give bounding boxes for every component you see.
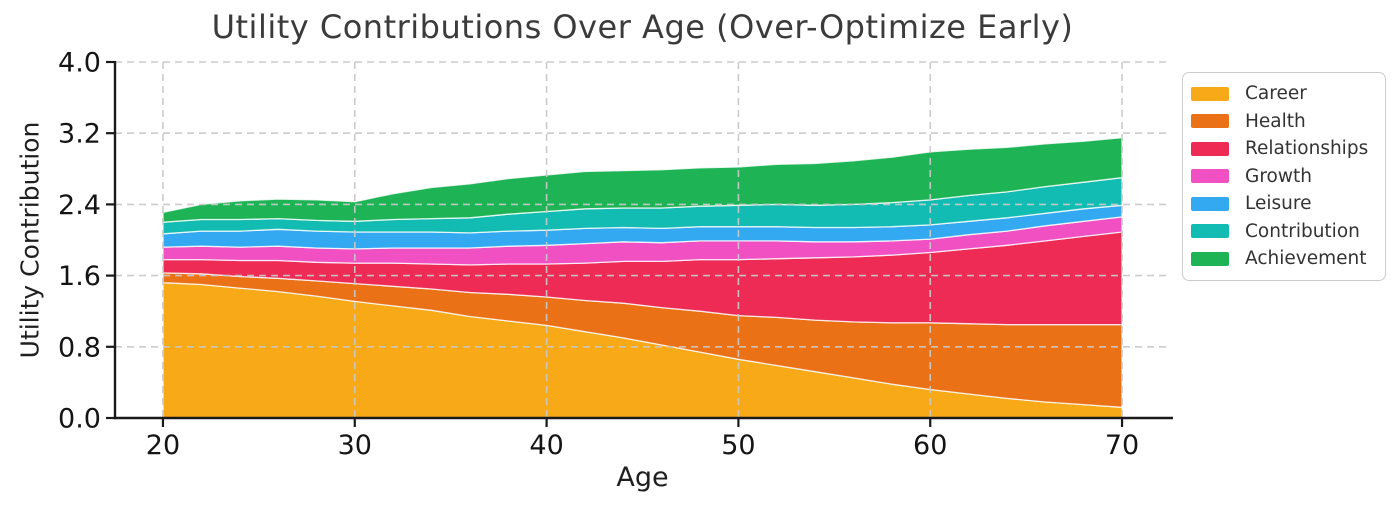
legend-label: Health bbox=[1245, 110, 1306, 132]
x-tick-label: 30 bbox=[338, 430, 372, 461]
legend-label: Achievement bbox=[1245, 248, 1367, 270]
legend-item: Achievement bbox=[1191, 245, 1377, 273]
legend-item: Career bbox=[1191, 80, 1377, 108]
legend-swatch-relationships bbox=[1191, 141, 1229, 156]
legend-swatch-career bbox=[1191, 86, 1229, 101]
legend-swatch-achievement bbox=[1191, 251, 1229, 266]
y-tick-label: 1.6 bbox=[58, 261, 101, 292]
chart-title: Utility Contributions Over Age (Over-Opt… bbox=[211, 8, 1074, 46]
x-axis-label: Age bbox=[616, 462, 669, 493]
y-tick-label: 2.4 bbox=[58, 190, 101, 221]
legend-label: Relationships bbox=[1245, 138, 1369, 160]
y-tick-label: 4.0 bbox=[58, 48, 101, 79]
legend-item: Health bbox=[1191, 108, 1377, 136]
legend-swatch-growth bbox=[1191, 169, 1229, 184]
legend-swatch-contribution bbox=[1191, 224, 1229, 239]
x-tick-label: 70 bbox=[1105, 430, 1139, 461]
area-achievement bbox=[162, 137, 1123, 223]
y-tick-label: 0.8 bbox=[58, 332, 101, 363]
legend-label: Growth bbox=[1245, 165, 1312, 187]
x-tick-label: 40 bbox=[529, 430, 563, 461]
legend-swatch-health bbox=[1191, 114, 1229, 129]
legend-label: Career bbox=[1245, 83, 1307, 105]
legend-label: Leisure bbox=[1245, 193, 1312, 215]
legend-item: Growth bbox=[1191, 163, 1377, 191]
legend-label: Contribution bbox=[1245, 220, 1360, 242]
x-tick-label: 50 bbox=[721, 430, 755, 461]
legend-item: Leisure bbox=[1191, 190, 1377, 218]
y-tick-label: 3.2 bbox=[58, 119, 101, 150]
legend-item: Relationships bbox=[1191, 135, 1377, 163]
y-tick-label: 0.0 bbox=[58, 404, 101, 435]
legend-swatch-leisure bbox=[1191, 196, 1229, 211]
legend: Career Health Relationships Growth Leisu… bbox=[1182, 72, 1386, 281]
x-tick-label: 60 bbox=[913, 430, 947, 461]
legend-item: Contribution bbox=[1191, 218, 1377, 246]
x-tick-label: 20 bbox=[146, 430, 180, 461]
